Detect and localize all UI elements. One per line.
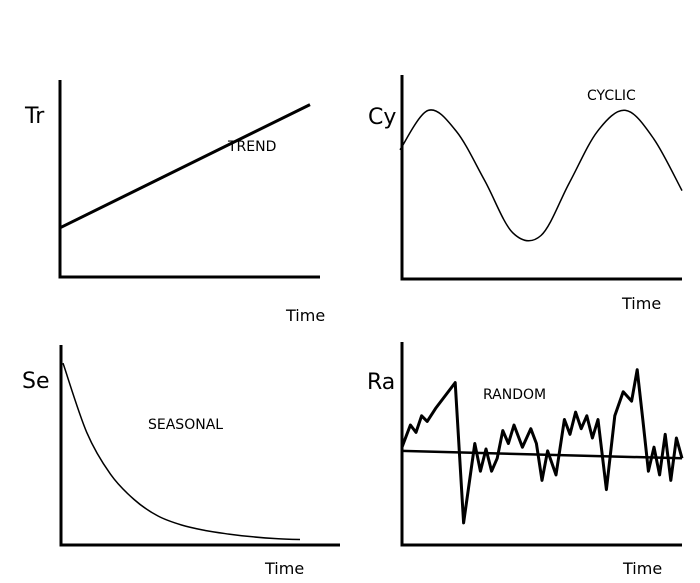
seasonal-axes	[59, 345, 340, 547]
cyclic-series-line-0	[399, 109, 683, 242]
cyclic-axes	[400, 75, 682, 281]
trend-plot	[59, 103, 311, 230]
cyclic-xlabel: Time	[621, 294, 661, 313]
seasonal-xlabel: Time	[264, 559, 304, 578]
trend-series-line-0	[59, 103, 311, 230]
random-series-line-1	[401, 449, 683, 460]
random-title: RANDOM	[483, 387, 546, 403]
seasonal-panel: Se SEASONAL Time	[22, 345, 340, 578]
random-series-line-0	[400, 368, 684, 525]
cyclic-plot	[399, 109, 683, 242]
cyclic-ylabel: Cy	[368, 105, 396, 130]
random-axes	[400, 342, 682, 547]
cyclic-panel: Cy CYCLIC Time	[368, 75, 683, 313]
seasonal-plot	[62, 362, 301, 541]
trend-ylabel: Tr	[24, 104, 45, 129]
trend-xlabel: Time	[285, 306, 325, 325]
seasonal-title: SEASONAL	[148, 417, 223, 433]
random-panel: Ra RANDOM Time	[367, 342, 684, 578]
trend-axes	[58, 80, 320, 279]
random-ylabel: Ra	[367, 370, 395, 395]
random-plot	[400, 368, 684, 525]
seasonal-series-line-0	[62, 362, 301, 541]
random-xlabel: Time	[622, 559, 662, 578]
cyclic-title: CYCLIC	[587, 88, 636, 104]
trend-panel: Tr TREND Time	[24, 80, 325, 325]
trend-title: TREND	[227, 139, 276, 155]
seasonal-ylabel: Se	[22, 369, 50, 394]
